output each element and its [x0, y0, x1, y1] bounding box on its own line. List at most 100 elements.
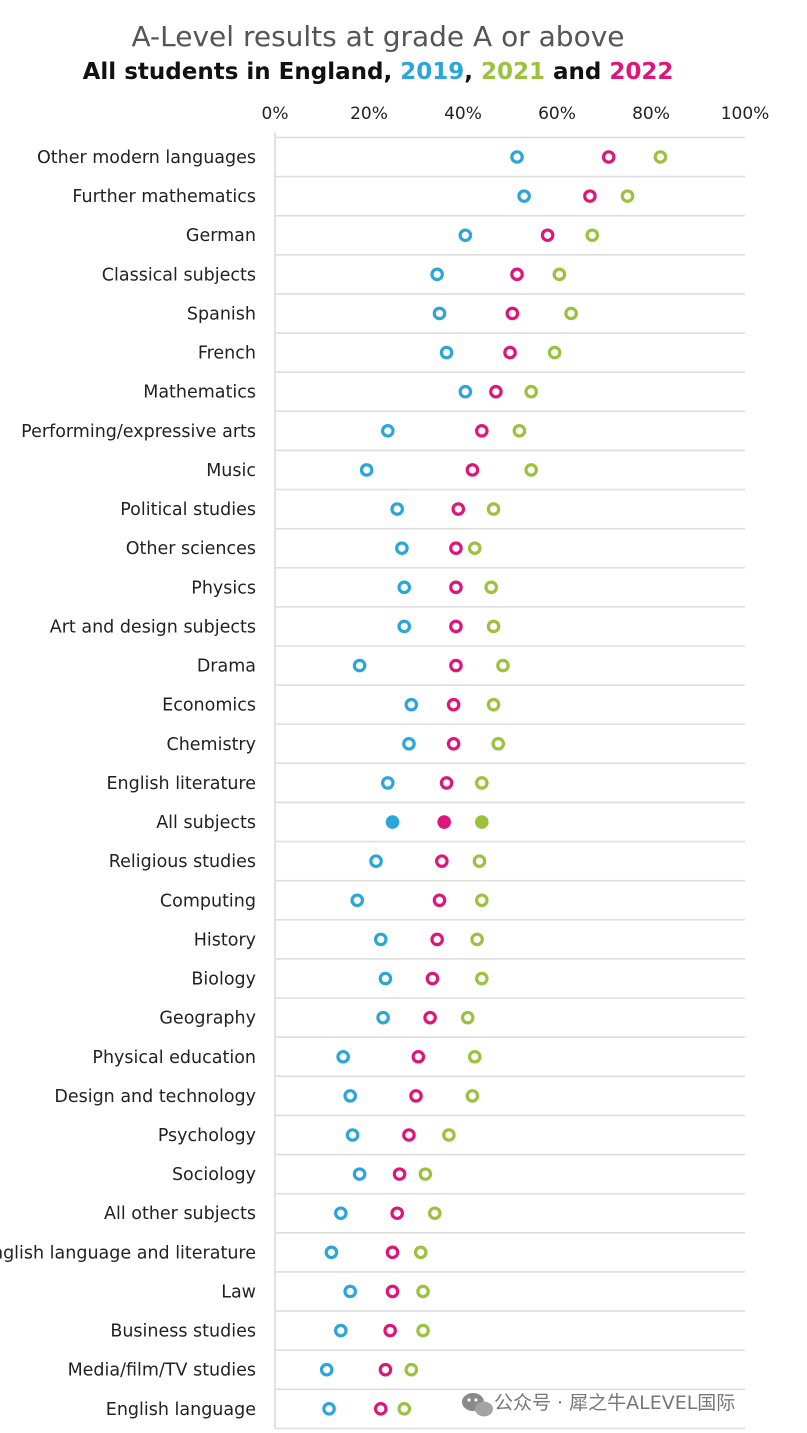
- category-label: Sociology: [172, 1165, 256, 1185]
- point-2022: [385, 1245, 400, 1260]
- category-label: Economics: [162, 696, 256, 716]
- category-label: Design and technology: [54, 1087, 256, 1107]
- point-2022: [505, 306, 520, 321]
- point-2021: [620, 189, 635, 203]
- point-2022: [425, 971, 440, 986]
- point-2019: [373, 932, 388, 947]
- category-label: Political studies: [120, 500, 256, 520]
- subtitle-part: All students in England,: [83, 59, 401, 85]
- category-label: English language and literature: [0, 1243, 256, 1263]
- x-tick-label: 80%: [632, 104, 670, 124]
- point-2019: [333, 1323, 348, 1338]
- point-2022: [373, 1402, 388, 1416]
- point-2019: [345, 1128, 360, 1142]
- category-label: Biology: [191, 970, 256, 990]
- point-2019: [369, 854, 383, 868]
- point-2021: [418, 1167, 433, 1181]
- category-label: Other sciences: [126, 539, 256, 559]
- point-2019: [395, 541, 409, 555]
- category-label: English literature: [106, 774, 256, 794]
- point-2019: [380, 776, 395, 790]
- x-tick-label: 40%: [444, 104, 482, 124]
- point-2021: [465, 1089, 480, 1103]
- point-2021: [416, 1284, 430, 1299]
- subtitle-part: 2021: [481, 59, 545, 85]
- wechat-icon: [462, 1393, 493, 1417]
- point-2019: [510, 150, 524, 164]
- point-2021: [470, 932, 484, 947]
- point-2021: [486, 502, 501, 516]
- point-2019: [359, 463, 374, 477]
- point-2022: [435, 854, 449, 868]
- point-2022: [423, 1010, 437, 1025]
- category-label: Computing: [160, 891, 256, 911]
- point-2019: [385, 815, 400, 829]
- category-label: Business studies: [110, 1322, 256, 1342]
- point-2019: [517, 189, 531, 203]
- gridlines: [274, 132, 745, 1430]
- point-2019: [378, 971, 393, 986]
- point-2019: [319, 1362, 334, 1377]
- point-2022: [601, 150, 616, 164]
- point-2022: [411, 1049, 426, 1064]
- category-label: Physical education: [92, 1048, 256, 1068]
- point-2022: [439, 776, 454, 790]
- subtitle-part: 2022: [609, 59, 673, 85]
- point-2022: [449, 580, 463, 595]
- chart-subtitle: All students in England, 2019, 2021 and …: [83, 59, 674, 85]
- category-label: Music: [206, 461, 256, 481]
- watermark: 公众号 · 犀之牛ALEVEL国际: [462, 1392, 735, 1417]
- point-2021: [585, 228, 600, 243]
- category-label: All other subjects: [104, 1204, 256, 1224]
- point-2019: [458, 228, 473, 243]
- category-label: Classical subjects: [102, 265, 256, 285]
- point-2021: [442, 1128, 456, 1142]
- point-2022: [465, 463, 480, 477]
- category-label: Law: [221, 1282, 256, 1302]
- point-2019: [324, 1245, 339, 1260]
- point-2022: [437, 815, 452, 829]
- category-label: Physics: [191, 578, 256, 598]
- point-2022: [402, 1128, 416, 1142]
- point-2022: [432, 893, 447, 908]
- category-label: History: [194, 930, 256, 950]
- point-2021: [474, 776, 489, 790]
- point-2021: [467, 541, 482, 555]
- point-2019: [432, 306, 447, 321]
- point-2019: [352, 658, 367, 673]
- point-2019: [343, 1284, 357, 1299]
- point-2019: [397, 580, 412, 595]
- point-2022: [474, 424, 489, 438]
- subtitle-part: and: [545, 59, 609, 85]
- point-2022: [449, 658, 463, 673]
- point-2021: [404, 1362, 419, 1377]
- point-2021: [486, 619, 501, 634]
- x-tick-label: 60%: [538, 104, 576, 124]
- point-2019: [336, 1049, 350, 1064]
- point-2019: [439, 345, 454, 360]
- point-2021: [475, 815, 489, 829]
- point-2021: [413, 1245, 428, 1260]
- category-labels: Other modern languages Further mathematic…: [0, 148, 256, 1420]
- point-2022: [503, 345, 517, 360]
- x-tick-label: 100%: [721, 104, 770, 124]
- point-2021: [564, 306, 578, 321]
- point-2022: [540, 228, 555, 243]
- data-points: [319, 150, 668, 1416]
- category-label: Performing/expressive arts: [21, 422, 256, 442]
- category-label: Other modern languages: [37, 148, 256, 168]
- point-2022: [449, 619, 463, 634]
- point-2021: [524, 463, 538, 477]
- point-2019: [322, 1402, 336, 1416]
- point-2021: [491, 736, 506, 751]
- category-label: English language: [106, 1400, 256, 1420]
- point-2019: [350, 893, 365, 908]
- point-2021: [653, 150, 668, 164]
- point-2019: [390, 502, 404, 516]
- point-2019: [402, 736, 416, 751]
- point-2019: [376, 1010, 390, 1025]
- category-label: All subjects: [156, 813, 256, 833]
- category-label: Spanish: [187, 304, 256, 324]
- point-2019: [333, 1206, 348, 1221]
